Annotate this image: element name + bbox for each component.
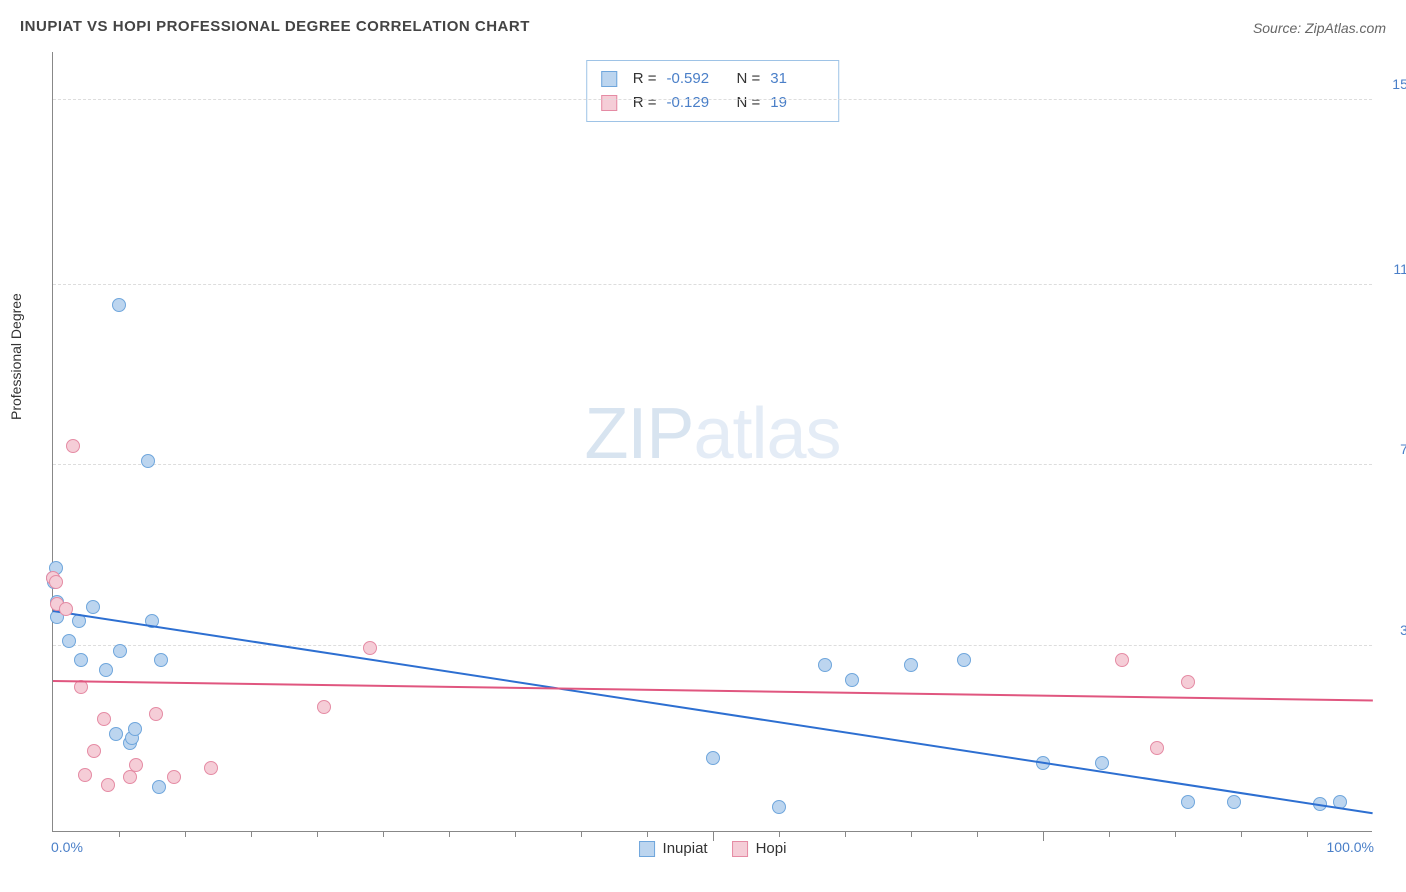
gridline	[53, 99, 1372, 100]
trend-line	[53, 610, 1373, 814]
data-point	[1227, 795, 1241, 809]
data-point	[1115, 653, 1129, 667]
y-tick-label: 7.5%	[1377, 441, 1406, 457]
correlation-stats-box: R = -0.592 N = 31 R = -0.129 N = 19	[586, 60, 840, 122]
data-point	[149, 707, 163, 721]
x-tick-minor	[1109, 832, 1110, 837]
data-point	[99, 663, 113, 677]
x-tick-minor	[251, 832, 252, 837]
stats-row: R = -0.129 N = 19	[601, 91, 825, 115]
scatter-plot-area: ZIPatlas R =-0.592N =31R =-0.129N =19 In…	[52, 52, 1372, 832]
watermark-bold: ZIP	[584, 393, 693, 473]
data-point	[772, 800, 786, 814]
legend-item: Inupiat	[639, 840, 708, 857]
x-tick-minor	[977, 832, 978, 837]
data-point	[66, 439, 80, 453]
y-tick-label: 11.2%	[1377, 261, 1406, 277]
data-point	[49, 575, 63, 589]
data-point	[113, 644, 127, 658]
data-point	[957, 653, 971, 667]
gridline	[53, 284, 1372, 285]
x-tick-minor	[1175, 832, 1176, 837]
legend-item: Hopi	[732, 840, 787, 857]
data-point	[123, 770, 137, 784]
stats-swatch	[601, 71, 617, 87]
x-axis-min-label: 0.0%	[51, 839, 83, 855]
x-tick-minor	[1307, 832, 1308, 837]
x-tick-minor	[119, 832, 120, 837]
data-point	[128, 722, 142, 736]
data-point	[904, 658, 918, 672]
data-point	[129, 758, 143, 772]
stats-swatch	[601, 95, 617, 111]
legend-swatch	[732, 841, 748, 857]
stat-n-label: N =	[737, 67, 761, 91]
x-tick-minor	[779, 832, 780, 837]
data-point	[204, 761, 218, 775]
gridline	[53, 645, 1372, 646]
data-point	[706, 751, 720, 765]
data-point	[1095, 756, 1109, 770]
data-point	[363, 641, 377, 655]
data-point	[141, 454, 155, 468]
stat-r-label: R =	[633, 67, 657, 91]
data-point	[97, 712, 111, 726]
stat-r-value: -0.129	[667, 91, 721, 115]
x-tick-major	[1043, 831, 1044, 841]
data-point	[86, 600, 100, 614]
x-tick-minor	[383, 832, 384, 837]
x-tick-minor	[449, 832, 450, 837]
legend-label: Inupiat	[663, 840, 708, 857]
stat-n-label: N =	[737, 91, 761, 115]
stat-r-label: R =	[633, 91, 657, 115]
data-point	[109, 727, 123, 741]
trend-line	[53, 680, 1373, 701]
x-tick-minor	[317, 832, 318, 837]
data-point	[78, 768, 92, 782]
gridline	[53, 464, 1372, 465]
y-tick-label: 15.0%	[1377, 76, 1406, 92]
legend-swatch	[639, 841, 655, 857]
data-point	[1181, 795, 1195, 809]
data-point	[317, 700, 331, 714]
x-tick-minor	[845, 832, 846, 837]
x-tick-minor	[515, 832, 516, 837]
data-point	[74, 653, 88, 667]
stat-n-value: 19	[770, 91, 824, 115]
x-tick-minor	[1241, 832, 1242, 837]
watermark-thin: atlas	[693, 393, 840, 473]
data-point	[845, 673, 859, 687]
stat-n-value: 31	[770, 67, 824, 91]
legend: Inupiat Hopi	[639, 840, 787, 857]
data-point	[152, 780, 166, 794]
x-tick-major	[713, 831, 714, 841]
x-tick-minor	[581, 832, 582, 837]
source-attribution: Source: ZipAtlas.com	[1253, 20, 1386, 36]
x-tick-minor	[647, 832, 648, 837]
x-axis-max-label: 100.0%	[1327, 839, 1374, 855]
data-point	[101, 778, 115, 792]
stat-r-value: -0.592	[667, 67, 721, 91]
data-point	[59, 602, 73, 616]
x-tick-minor	[185, 832, 186, 837]
data-point	[818, 658, 832, 672]
legend-label: Hopi	[756, 840, 787, 857]
data-point	[112, 298, 126, 312]
data-point	[62, 634, 76, 648]
data-point	[1181, 675, 1195, 689]
data-point	[1150, 741, 1164, 755]
chart-title: INUPIAT VS HOPI PROFESSIONAL DEGREE CORR…	[20, 18, 530, 35]
x-tick-minor	[911, 832, 912, 837]
stats-row: R = -0.592 N = 31	[601, 67, 825, 91]
data-point	[87, 744, 101, 758]
watermark: ZIPatlas	[584, 392, 840, 474]
y-tick-label: 3.8%	[1377, 622, 1406, 638]
data-point	[154, 653, 168, 667]
data-point	[167, 770, 181, 784]
y-axis-label: Professional Degree	[8, 293, 24, 420]
